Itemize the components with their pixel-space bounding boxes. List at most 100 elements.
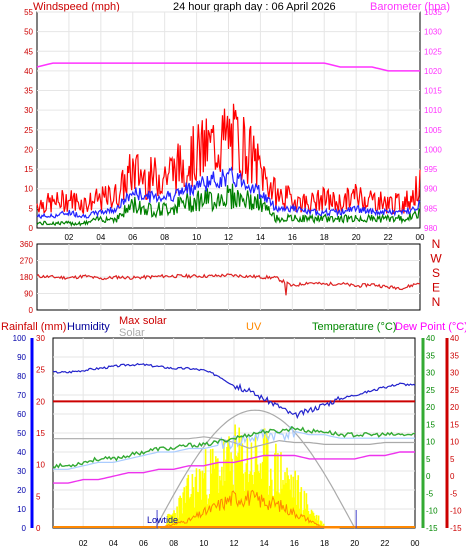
solar-bar <box>218 492 220 528</box>
direction-degree-labels: 0 90 180 270 360 <box>20 240 34 315</box>
solar-bar <box>282 479 284 528</box>
direction-panel-grid <box>37 244 420 310</box>
solar-bar <box>315 514 318 528</box>
barometer-tick-labels: 980 985 990 995 1000 1005 1010 1015 1020 1025 1030… <box>424 8 442 233</box>
solar-bar <box>168 513 170 528</box>
barometer-tick-label: 1030 <box>424 28 442 37</box>
temperature-tick-label: 5 <box>426 455 431 464</box>
solar-bar <box>235 455 237 528</box>
barometer-tick-label: 1010 <box>424 106 442 115</box>
windspeed-tick-labels: 0 5 10 15 20 25 30 35 40 45 50 55 <box>24 8 33 233</box>
solar-bar <box>219 475 221 528</box>
solar-bar <box>261 461 264 528</box>
solar-bar <box>320 521 323 528</box>
solar-bar <box>302 510 305 528</box>
solar-bar <box>232 484 234 528</box>
solar-bar <box>240 435 243 528</box>
legend-rainfall: Rainfall (mm) <box>1 321 66 333</box>
wind-x-tick-label: 00 <box>416 233 425 242</box>
solar-bar <box>243 490 246 528</box>
wind-x-tick-label: 04 <box>96 233 105 242</box>
solar-bar <box>242 473 245 528</box>
dew-point-tick-label: 0 <box>450 472 455 481</box>
combined-x-tick-label: 00 <box>411 539 420 548</box>
legend-humidity: Humidity <box>67 321 110 333</box>
solar-bar <box>190 493 193 528</box>
solar-line <box>53 436 415 449</box>
direction-degree-label: 270 <box>20 257 34 266</box>
wind-gust-line <box>36 103 421 215</box>
windspeed-tick-label: 40 <box>24 67 33 76</box>
rainfall-tick-label: 25 <box>36 366 45 375</box>
wind-x-tick-label: 18 <box>320 233 329 242</box>
solar-bar <box>201 470 204 528</box>
solar-bar <box>292 476 294 528</box>
solar-bar <box>313 515 316 528</box>
solar-bar <box>269 468 272 528</box>
solar-bar <box>228 436 230 528</box>
solar-bar <box>297 475 300 528</box>
indoor-line <box>53 425 415 470</box>
solar-bar <box>306 504 309 528</box>
combined-x-tick-label: 10 <box>199 539 208 548</box>
solar-bar <box>296 480 299 528</box>
temperature-tick-label: 35 <box>426 351 435 360</box>
solar-bar <box>230 452 232 528</box>
solar-bar <box>185 485 188 528</box>
solar-bar <box>203 473 206 528</box>
solar-bar <box>276 491 278 528</box>
solar-bar <box>196 491 199 528</box>
dew-point-tick-label: 40 <box>450 334 459 343</box>
solar-bar <box>305 493 308 528</box>
humidity-tick-label: 60 <box>17 410 26 419</box>
direction-degree-label: 360 <box>20 240 34 249</box>
solar-bar <box>286 467 288 528</box>
solar-bar <box>183 487 186 528</box>
humidity-tick-label: 30 <box>17 467 26 476</box>
uv-line <box>158 489 340 529</box>
dew-point-tick-label: 15 <box>450 420 459 429</box>
solar-bar <box>197 492 200 528</box>
combined-x-tick-label: 02 <box>79 539 88 548</box>
barometer-tick-label: 980 <box>424 224 438 233</box>
humidity-tick-label: 70 <box>17 391 26 400</box>
solar-bar <box>287 475 289 528</box>
solar-bar <box>179 495 181 528</box>
humidity-tick-label: 80 <box>17 372 26 381</box>
solar-bar <box>310 509 313 528</box>
solar-bar <box>172 513 174 528</box>
solar-bar <box>221 466 223 528</box>
solar-bar <box>299 491 302 528</box>
temperature-tick-label: 15 <box>426 420 435 429</box>
solar-bar <box>259 463 262 528</box>
wind-low-line <box>36 183 421 228</box>
temperature-tick-label: 0 <box>426 472 431 481</box>
wind-x-tick-label: 10 <box>192 233 201 242</box>
solar-bar <box>289 489 291 528</box>
barometer-tick-label: 1035 <box>424 8 442 17</box>
dew-point-tick-label: 10 <box>450 438 459 447</box>
solar-bar <box>277 453 279 528</box>
solar-bar <box>188 498 191 528</box>
solar-bar <box>195 468 198 528</box>
solar-bar <box>211 448 214 528</box>
solar-bar <box>247 482 250 528</box>
temperature-tick-label: 30 <box>426 369 435 378</box>
humidity-tick-label: 0 <box>22 524 27 533</box>
combined-x-tick-label: 18 <box>320 539 329 548</box>
solar-bar <box>191 474 194 528</box>
barometer-axis-title: Barometer (hpa) <box>370 1 450 13</box>
humidity-tick-label: 40 <box>17 448 26 457</box>
solar-bar <box>194 476 197 528</box>
solar-bar <box>202 478 205 528</box>
solar-bar <box>273 495 275 528</box>
solar-bar <box>316 520 319 528</box>
solar-bar <box>170 514 172 528</box>
wind-direction-line <box>36 273 421 296</box>
temperature-line <box>52 425 416 469</box>
solar-bar <box>246 438 249 528</box>
solar-bar <box>311 511 314 528</box>
solar-bar <box>252 484 255 528</box>
temperature-tick-label: 40 <box>426 334 435 343</box>
solar-bar <box>225 459 227 528</box>
